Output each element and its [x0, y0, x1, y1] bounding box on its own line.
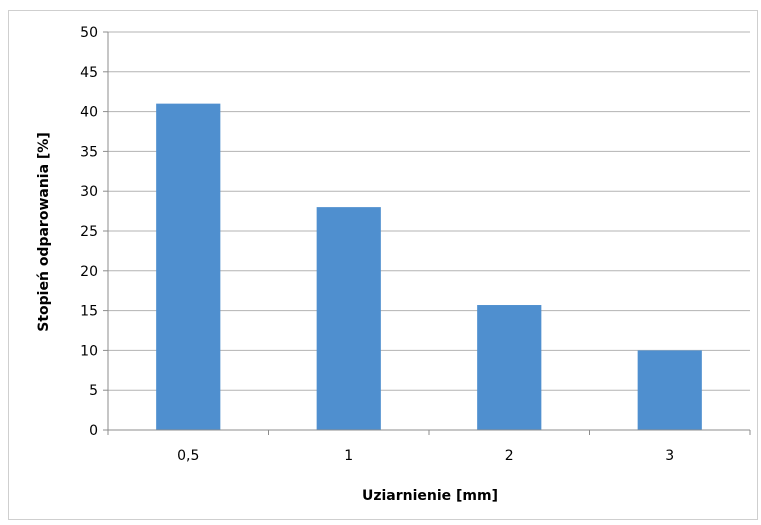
bars — [156, 103, 702, 430]
bar-2 — [316, 207, 381, 430]
y-tick-label: 35 — [80, 144, 98, 160]
y-tick-label: 30 — [80, 184, 98, 200]
bar-1 — [156, 103, 221, 430]
chart-frame — [8, 10, 758, 520]
y-tick-label: 45 — [80, 65, 98, 81]
y-tick-label: 10 — [80, 343, 98, 359]
x-tick-label: 2 — [505, 448, 514, 464]
y-tick-label: 0 — [89, 423, 98, 439]
bar-3 — [477, 305, 542, 430]
y-tick-labels: 0 5 10 15 20 25 30 35 40 45 50 — [80, 25, 108, 439]
y-tick-label: 40 — [80, 105, 98, 121]
x-axis-title: Uziarnienie [mm] — [362, 488, 498, 504]
y-tick-label: 25 — [80, 224, 98, 240]
y-tick-label: 15 — [80, 304, 98, 320]
x-tick-label: 1 — [344, 448, 353, 464]
x-tick-label: 0,5 — [177, 448, 199, 464]
y-tick-label: 5 — [89, 383, 98, 399]
x-tick-labels: 0,5 1 2 3 — [107, 430, 751, 464]
y-tick-label: 20 — [80, 264, 98, 280]
y-tick-label: 50 — [80, 25, 98, 41]
bar-4 — [637, 350, 702, 430]
x-tick-label: 3 — [665, 448, 674, 464]
y-axis-title: Stopień odparowania [%] — [36, 132, 52, 331]
